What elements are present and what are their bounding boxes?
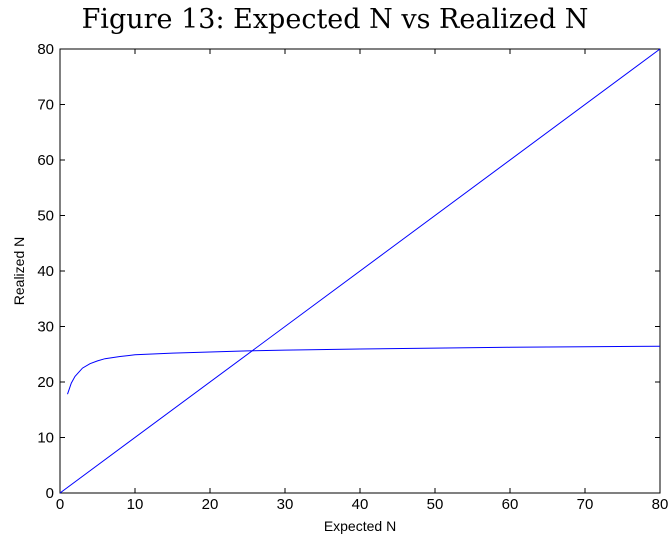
y-tick-label: 20 bbox=[37, 374, 54, 391]
y-tick-label: 30 bbox=[37, 319, 54, 336]
series-line-1 bbox=[59, 48, 661, 494]
x-axis-label: Expected N bbox=[324, 518, 396, 534]
y-tick-label: 40 bbox=[37, 263, 54, 280]
x-tick-label: 50 bbox=[427, 496, 444, 513]
x-tick-label: 60 bbox=[502, 496, 519, 513]
x-tick-label: 20 bbox=[202, 496, 219, 513]
y-tick-label: 60 bbox=[37, 152, 54, 169]
x-tick-label: 80 bbox=[652, 496, 669, 513]
y-tick-label: 50 bbox=[37, 208, 54, 225]
series-line-2 bbox=[67, 345, 661, 395]
x-tick-label: 0 bbox=[56, 496, 64, 513]
x-tick-label: 40 bbox=[352, 496, 369, 513]
x-tick-label: 70 bbox=[577, 496, 594, 513]
y-tick-label: 10 bbox=[37, 430, 54, 447]
y-axis-label: Realized N bbox=[11, 237, 27, 305]
y-tick-label: 80 bbox=[37, 41, 54, 58]
figure-title: Figure 13: Expected N vs Realized N bbox=[81, 4, 589, 35]
x-tick-label: 30 bbox=[277, 496, 294, 513]
y-tick-label: 0 bbox=[46, 485, 54, 502]
x-tick-label: 10 bbox=[127, 496, 144, 513]
y-tick-label: 70 bbox=[37, 97, 54, 114]
